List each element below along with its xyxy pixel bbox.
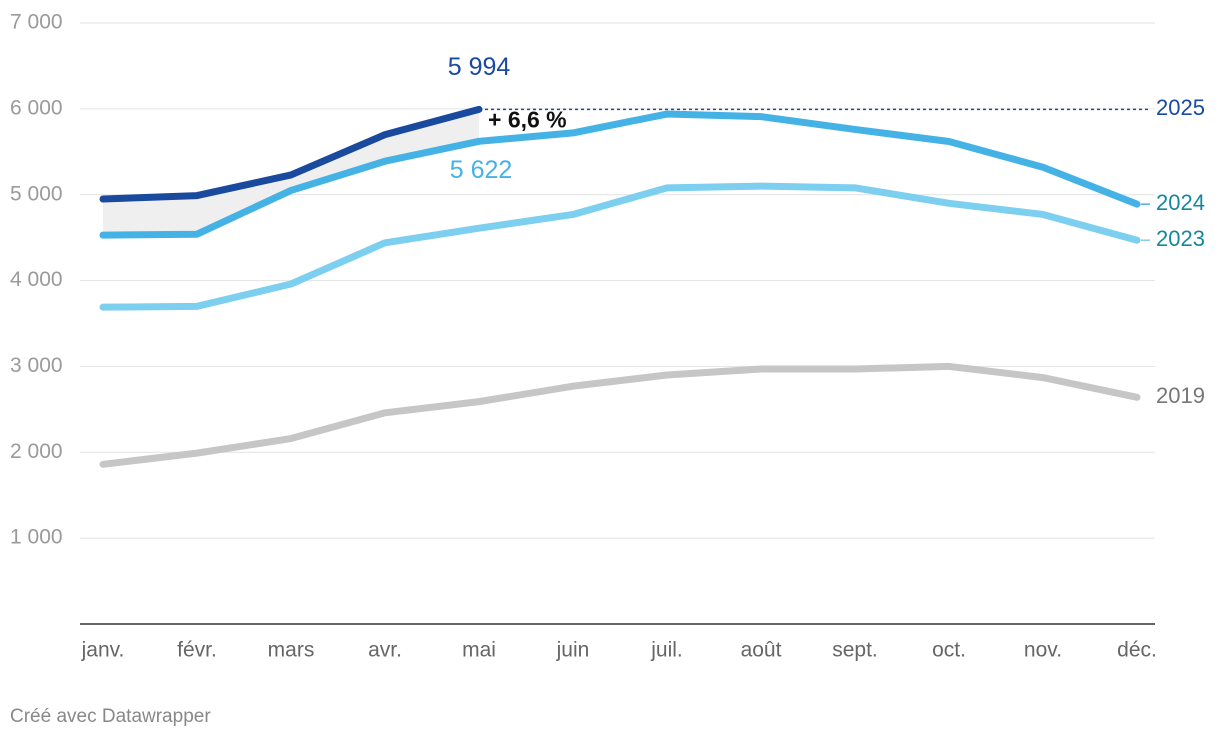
legend-label: 2025 <box>1156 95 1205 120</box>
y-tick-label: 4 000 <box>10 268 63 291</box>
annotation: 5 994 <box>448 53 511 81</box>
y-tick-label: 3 000 <box>10 354 63 377</box>
x-tick-label: août <box>741 639 782 662</box>
x-tick-label: févr. <box>177 639 217 662</box>
x-tick-label: juin <box>556 639 590 662</box>
y-tick-label: 2 000 <box>10 440 63 463</box>
x-tick-label: avr. <box>368 639 402 662</box>
y-tick-label: 5 000 <box>10 182 63 205</box>
x-tick-label: mai <box>462 639 496 662</box>
x-tick-label: janv. <box>81 639 125 662</box>
x-tick-label: nov. <box>1024 639 1062 662</box>
line <box>99 110 1141 239</box>
annotation: 5 622 <box>450 156 513 184</box>
legend-label: 2023 <box>1156 226 1205 251</box>
x-tick-label: mars <box>268 639 315 662</box>
credit: Créé avec Datawrapper <box>10 706 211 727</box>
y-tick-label: 7 000 <box>10 11 63 34</box>
annotation: + 6,6 % <box>488 106 567 132</box>
legend-label: 2019 <box>1156 383 1205 408</box>
x-tick-label: sept. <box>832 639 878 662</box>
x-tick-label: juil. <box>650 639 683 662</box>
line <box>99 362 1141 468</box>
line <box>99 105 483 203</box>
y-tick-label: 6 000 <box>10 96 63 119</box>
line <box>99 182 1141 311</box>
y-tick-label: 1 000 <box>10 526 63 549</box>
legend-label: 2024 <box>1156 190 1205 215</box>
difference-area <box>103 109 479 236</box>
x-tick-label: déc. <box>1117 639 1157 662</box>
x-tick-label: oct. <box>932 639 966 662</box>
